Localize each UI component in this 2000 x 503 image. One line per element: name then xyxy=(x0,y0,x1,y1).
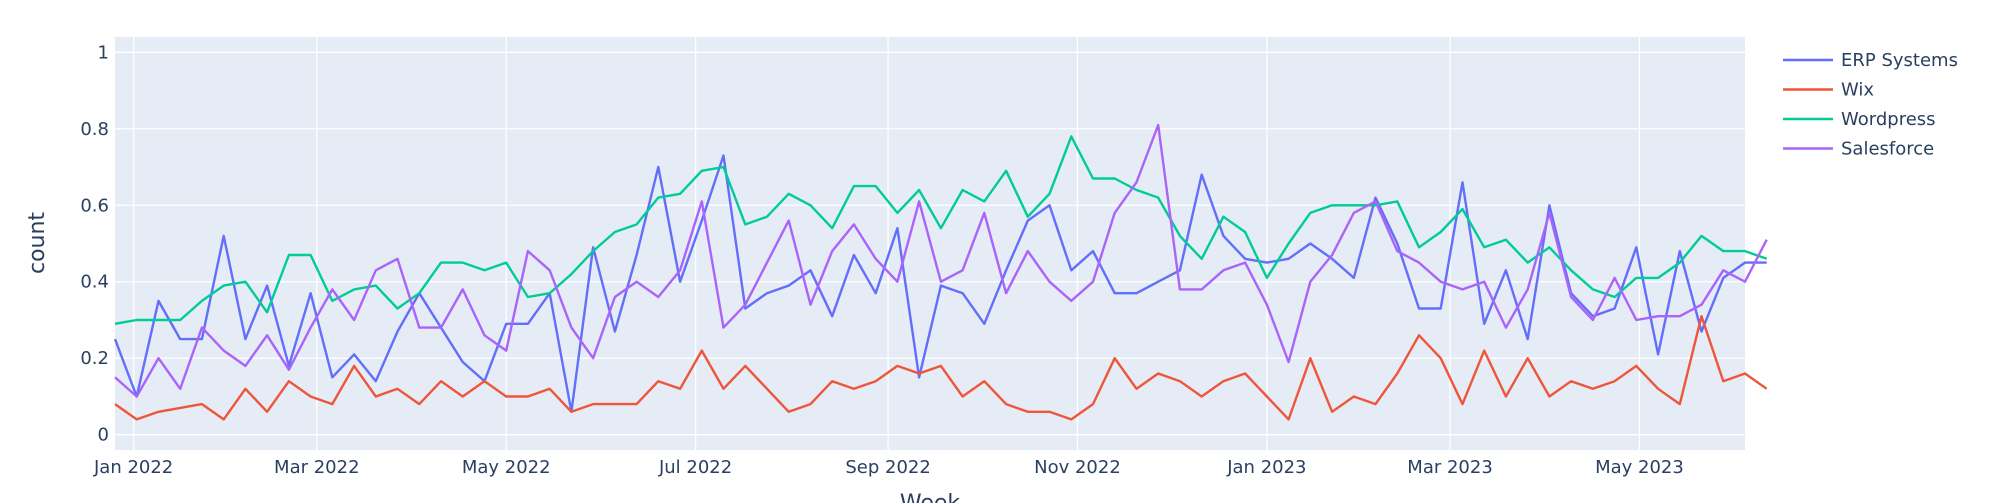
x-axis-title: Week xyxy=(900,491,961,503)
series-lines xyxy=(113,123,1768,421)
legend-label: Wordpress xyxy=(1841,109,1936,130)
y-tick-label: 0.2 xyxy=(80,348,109,369)
legend-item-wix[interactable]: Wix xyxy=(1783,80,1874,101)
legend-label: Wix xyxy=(1841,80,1874,101)
y-axis-title: count xyxy=(25,212,50,274)
legend-label: ERP Systems xyxy=(1841,50,1958,71)
x-tick-label: May 2022 xyxy=(462,457,551,478)
x-tick-label: Mar 2023 xyxy=(1407,457,1493,478)
y-tick-label: 0.8 xyxy=(80,119,109,140)
series-line-salesforce xyxy=(114,123,1768,398)
series-line-wix xyxy=(114,315,1768,421)
x-tick-label: Nov 2022 xyxy=(1034,457,1121,478)
legend-label: Salesforce xyxy=(1841,139,1934,160)
series-line-erp-systems xyxy=(113,154,1767,413)
x-tick-label: Jan 2022 xyxy=(93,457,173,478)
legend-item-salesforce[interactable]: Salesforce xyxy=(1783,139,1934,160)
x-tick-label: Jan 2023 xyxy=(1226,457,1306,478)
grid xyxy=(115,37,1745,450)
x-tick-label: Jul 2022 xyxy=(658,457,732,478)
y-tick-label: 0 xyxy=(98,425,109,446)
x-tick-label: May 2023 xyxy=(1595,457,1684,478)
x-tick-label: Sep 2022 xyxy=(845,457,930,478)
y-tick-label: 0.6 xyxy=(80,195,109,216)
y-tick-label: 0.4 xyxy=(80,272,109,293)
y-axis-ticks: 0 0.2 0.4 0.6 0.8 1 xyxy=(80,42,109,445)
legend-item-erp-systems[interactable]: ERP Systems xyxy=(1783,50,1958,71)
series-line-wordpress xyxy=(114,135,1768,325)
x-tick-label: Mar 2022 xyxy=(274,457,360,478)
legend[interactable]: ERP Systems Wix Wordpress Salesforce xyxy=(1783,50,1958,160)
y-tick-label: 1 xyxy=(98,42,109,63)
x-axis-ticks: Jan 2022 Mar 2022 May 2022 Jul 2022 Sep 2022… xyxy=(93,457,1684,478)
legend-item-wordpress[interactable]: Wordpress xyxy=(1783,109,1936,130)
